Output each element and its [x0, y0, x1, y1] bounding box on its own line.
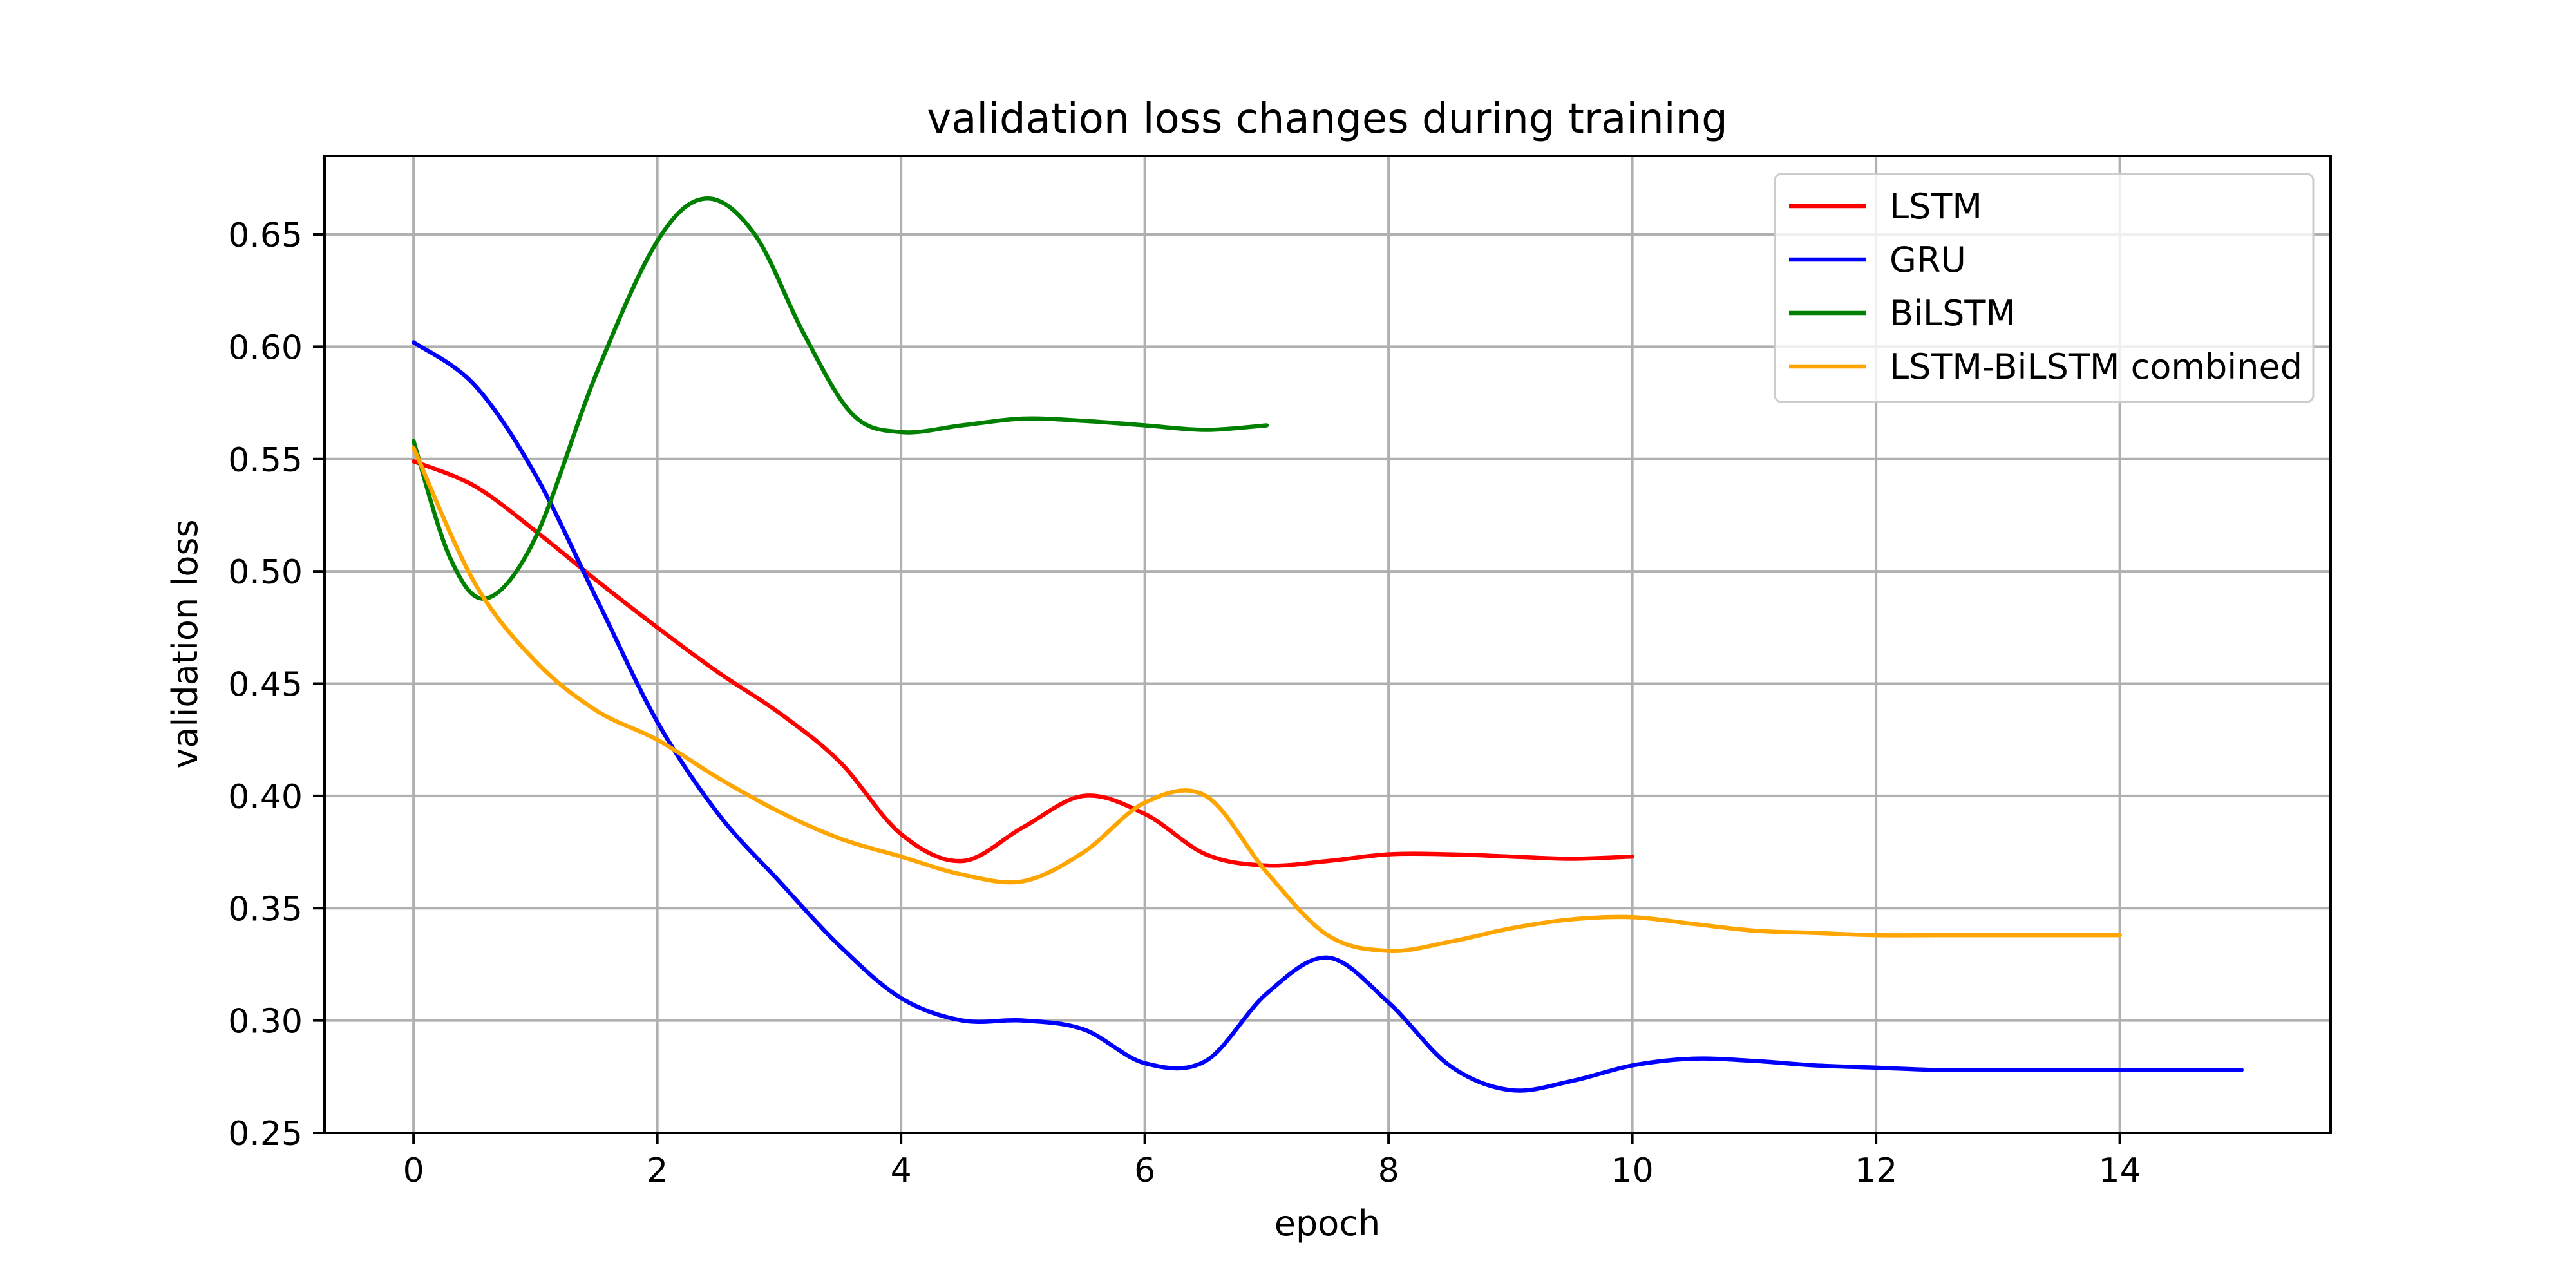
plot-frame	[323, 155, 2332, 1134]
x-tick-label: 6	[1134, 1151, 1155, 1190]
tick-layer: 0 2 4 6 8 10 12 14 0.25 0.30 0.35 0.40 0.45 0.50 0.55 0…	[228, 216, 2141, 1190]
x-tick-label: 12	[1855, 1151, 1897, 1190]
x-tick-label: 4	[891, 1151, 912, 1190]
legend-box	[1774, 173, 2315, 403]
series-line-gru	[411, 340, 2244, 1093]
legend-label-lstm-bilstm-combined: LSTM-BiLSTM combined	[1889, 346, 2302, 387]
series-line-lstm	[411, 459, 1634, 868]
x-tick-label: 0	[403, 1151, 424, 1190]
y-tick-label: 0.45	[228, 666, 303, 705]
y-tick-label: 0.65	[228, 216, 303, 255]
x-axis-label: epoch	[1274, 1203, 1380, 1244]
y-tick-label: 0.50	[228, 553, 303, 592]
x-tick-label: 8	[1378, 1151, 1399, 1190]
legend-label-bilstm: BiLSTM	[1889, 293, 2016, 334]
y-tick-label: 0.40	[228, 778, 303, 817]
legend-label-lstm: LSTM	[1889, 186, 1982, 227]
x-tick-label: 14	[2099, 1151, 2141, 1190]
legend: LSTM GRU BiLSTM LSTM-BiLSTM combined	[1774, 173, 2315, 403]
y-tick-label: 0.55	[228, 441, 303, 480]
chart-title: validation loss changes during training	[927, 95, 1727, 143]
y-tick-label: 0.30	[228, 1003, 303, 1041]
series-line-lstm-bilstm-combined	[411, 446, 2122, 953]
y-axis-label: validation loss	[165, 519, 205, 768]
y-tick-label: 0.25	[228, 1115, 303, 1153]
series-line-bilstm	[411, 196, 1269, 601]
x-tick-label: 10	[1611, 1151, 1654, 1190]
y-tick-label: 0.35	[228, 890, 303, 929]
y-tick-label: 0.60	[228, 328, 303, 367]
series-layer	[411, 196, 2244, 1093]
x-tick-label: 2	[647, 1151, 668, 1190]
legend-label-gru: GRU	[1889, 240, 1966, 280]
grid-layer	[325, 156, 2331, 1134]
